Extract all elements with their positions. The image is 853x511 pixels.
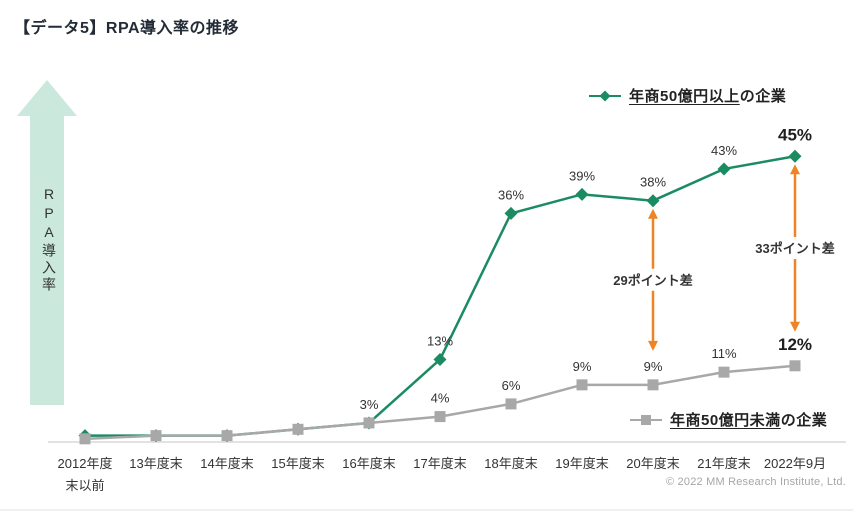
- data-point-label: 9%: [644, 359, 663, 374]
- y-axis-arrow-shaft: [30, 114, 64, 405]
- arrow-up-icon: [790, 164, 800, 175]
- x-axis-tick-label: 18年度末: [484, 456, 537, 471]
- diamond-marker-icon: [788, 149, 802, 163]
- x-axis-tick-label: 17年度末: [413, 456, 466, 471]
- arrow-down-icon: [648, 340, 658, 351]
- diamond-marker-icon: [717, 162, 731, 176]
- data-point-label: 9%: [573, 359, 592, 374]
- annotation-label: 33ポイント差: [755, 241, 834, 256]
- square-marker-icon: [79, 433, 91, 445]
- y-axis-label: RPA導入率: [41, 186, 57, 294]
- square-marker-icon: [150, 430, 162, 442]
- annotation-label: 29ポイント差: [613, 273, 692, 288]
- square-marker-icon: [718, 366, 730, 378]
- legend-over-5b-label: 年商50億円以上の企業: [629, 88, 787, 105]
- x-axis-tick-label: 13年度末: [129, 456, 182, 471]
- data-point-label: 39%: [569, 168, 595, 183]
- copyright-notice: © 2022 MM Research Institute, Ltd.: [666, 476, 846, 488]
- x-axis-tick-label: 2022年9月: [764, 456, 826, 471]
- square-marker-icon: [576, 379, 588, 391]
- diamond-marker-icon: [575, 187, 589, 201]
- diamond-marker-icon: [433, 352, 447, 366]
- x-axis-tick-label: 20年度末: [626, 456, 679, 471]
- square-marker-icon: [363, 417, 375, 429]
- square-marker-icon: [292, 423, 304, 435]
- series-under-5b: 4% 6% 9% 9% 11% 12%: [79, 335, 812, 445]
- data-point-label: 6%: [502, 378, 521, 393]
- data-point-label: 11%: [711, 346, 736, 361]
- data-point-label: 36%: [498, 187, 524, 202]
- square-marker-icon: [789, 360, 801, 372]
- square-marker-icon: [434, 411, 446, 423]
- square-marker-icon: [630, 414, 662, 425]
- annotation-label-bg: [608, 268, 698, 291]
- square-marker-icon: [221, 430, 233, 442]
- difference-annotation: 29ポイント差: [608, 208, 698, 351]
- x-axis-tick-label: 末以前: [65, 478, 104, 493]
- x-axis-tick-label: 14年度末: [200, 456, 253, 471]
- data-point-label: 43%: [711, 143, 737, 158]
- y-axis-arrow-head-icon: [17, 80, 77, 116]
- x-axis-tick-label: 16年度末: [342, 456, 395, 471]
- difference-annotation: 33ポイント差: [750, 164, 840, 332]
- x-axis-tick-label: 21年度末: [697, 456, 750, 471]
- page-title: 【データ5】RPA導入率の推移: [14, 20, 239, 37]
- x-axis-tick-label: 15年度末: [271, 456, 324, 471]
- arrow-down-icon: [790, 321, 800, 332]
- data-point-label: 12%: [778, 335, 812, 354]
- x-axis-tick-label: 19年度末: [555, 456, 608, 471]
- legend-under-5b-label: 年商50億円未満の企業: [670, 412, 828, 429]
- annotation-label-bg: [750, 237, 840, 260]
- data-point-label: 3%: [360, 397, 379, 412]
- x-axis-tick-label: 2012年度: [58, 456, 113, 471]
- legend-under-5b: 年商50億円未満の企業: [629, 409, 827, 430]
- square-marker-icon: [647, 379, 659, 391]
- data-point-label: 45%: [778, 125, 812, 144]
- data-point-label: 38%: [640, 175, 666, 190]
- legend-over-5b: 年商50億円以上の企業: [588, 85, 786, 106]
- diamond-marker-icon: [646, 194, 660, 208]
- arrow-up-icon: [648, 208, 658, 219]
- data-point-label: 4%: [431, 391, 450, 406]
- data-point-label: 13%: [427, 333, 453, 348]
- square-marker-icon: [505, 398, 517, 410]
- diamond-marker-icon: [589, 90, 621, 101]
- diamond-marker-icon: [504, 206, 518, 220]
